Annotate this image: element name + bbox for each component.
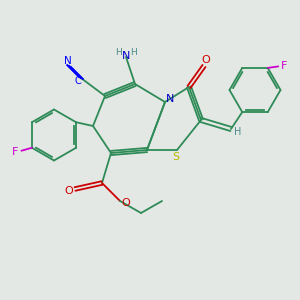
Text: N: N (166, 94, 175, 104)
Text: N: N (64, 56, 71, 66)
Text: N: N (122, 51, 130, 62)
Text: H: H (234, 127, 241, 137)
Text: F: F (12, 147, 19, 157)
Text: O: O (122, 197, 130, 208)
Text: F: F (281, 61, 287, 71)
Text: H: H (130, 48, 137, 57)
Text: O: O (64, 185, 74, 196)
Text: S: S (172, 152, 179, 162)
Text: C: C (74, 76, 81, 86)
Text: O: O (201, 55, 210, 65)
Text: H: H (115, 48, 122, 57)
